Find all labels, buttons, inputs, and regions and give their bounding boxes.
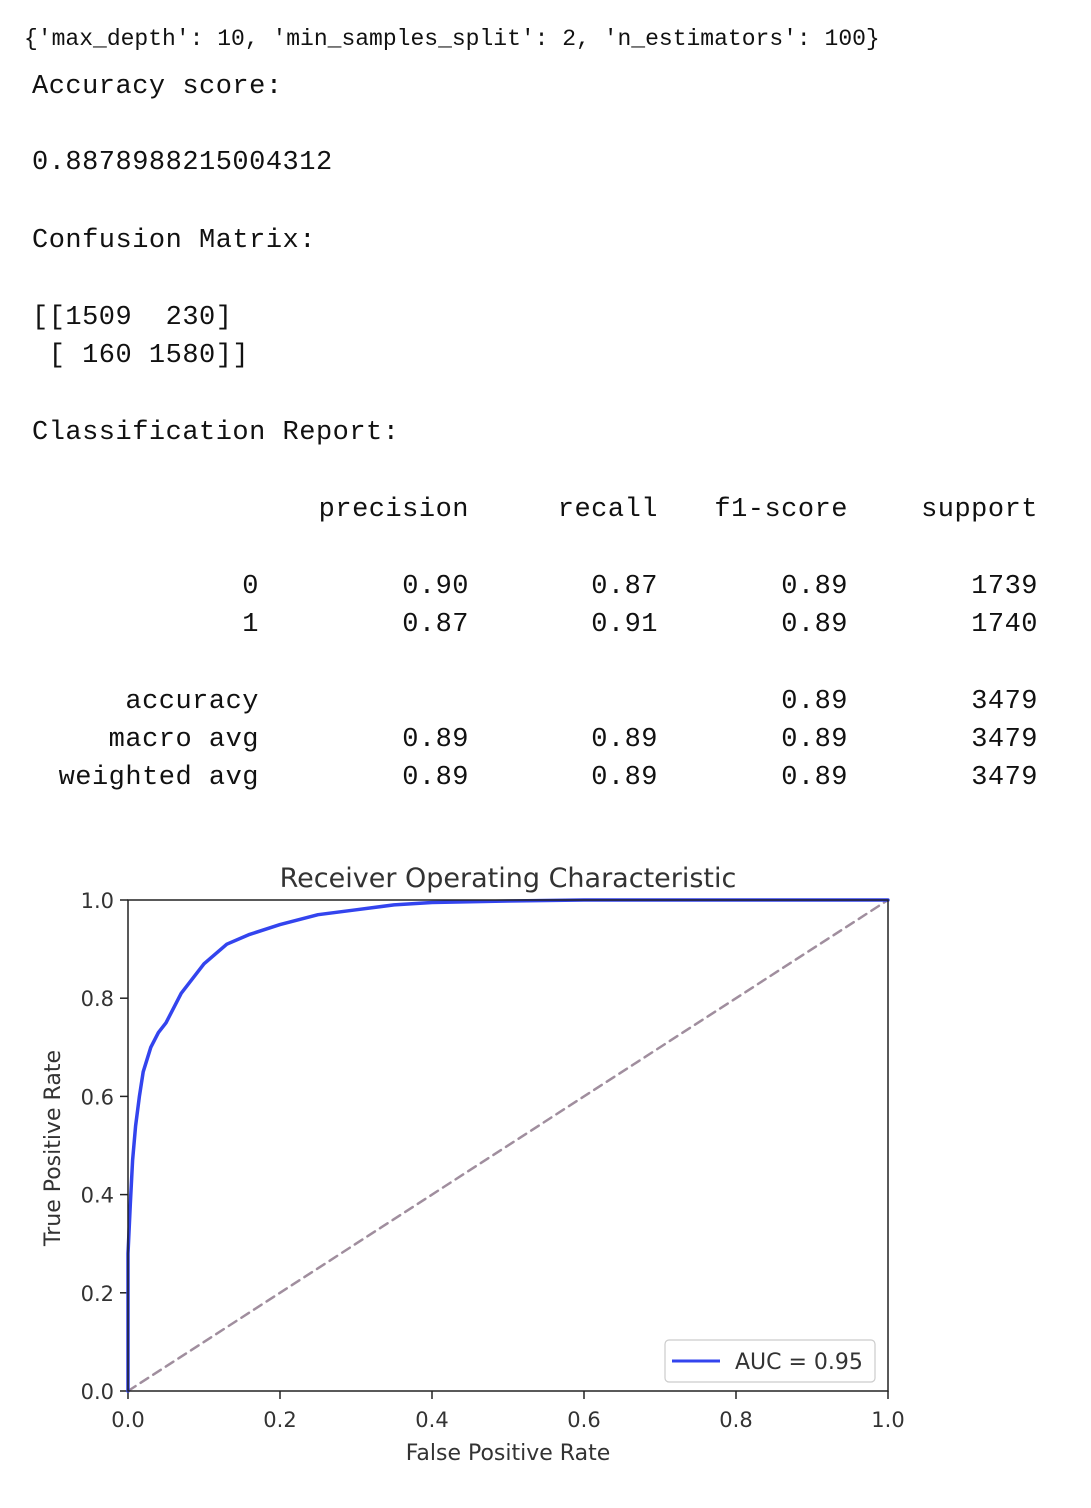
accuracy-value: 0.8878988215004312: [32, 148, 333, 178]
report-cell-f1: 0.89: [781, 687, 848, 717]
plot-frame: [127, 899, 889, 1392]
report-row-label: weighted avg: [58, 763, 259, 793]
best-params-line: {'max_depth': 10, 'min_samples_split': 2…: [24, 26, 880, 52]
x-tick-label: 0.4: [415, 1408, 448, 1432]
x-tick-label: 1.0: [871, 1408, 904, 1432]
accuracy-label: Accuracy score:: [32, 72, 283, 102]
report-cell-recall: 0.91: [591, 610, 658, 640]
confusion-label: Confusion Matrix:: [32, 226, 316, 256]
y-tick-label: 0.6: [81, 1085, 114, 1109]
y-axis-label: True Positive Rate: [41, 1050, 66, 1247]
report-cell-support: 3479: [971, 763, 1038, 793]
report-row-label: accuracy: [125, 687, 259, 717]
report-cell-recall: 0.89: [591, 763, 658, 793]
report-header-f1: f1-score: [714, 495, 848, 525]
report-header-recall: recall: [557, 495, 658, 525]
x-tick-label: 0.8: [719, 1408, 752, 1432]
report-cell-precision: 0.90: [402, 572, 469, 602]
x-tick-label: 0.0: [111, 1408, 144, 1432]
chart-title: Receiver Operating Characteristic: [280, 863, 737, 894]
y-tick-label: 0.4: [81, 1184, 114, 1208]
report-cell-f1: 0.89: [781, 725, 848, 755]
confusion-row-1: [[1509 230]: [32, 303, 233, 333]
report-cell-support: 1740: [971, 610, 1038, 640]
report-cell-f1: 0.89: [781, 610, 848, 640]
report-cell-recall: 0.87: [591, 572, 658, 602]
chart-series: [126, 898, 890, 1393]
legend-box: [664, 1339, 876, 1383]
report-cell-precision: 0.89: [402, 725, 469, 755]
report-label: Classification Report:: [32, 418, 400, 448]
confusion-row-2: [ 160 1580]]: [32, 341, 250, 371]
y-tick-label: 0.8: [81, 987, 114, 1011]
report-cell-recall: 0.89: [591, 725, 658, 755]
classification-report: precision recall f1-score support 0 0.90…: [0, 490, 1091, 810]
report-cell-support: 3479: [971, 725, 1038, 755]
y-tick-label: 0.2: [81, 1282, 114, 1306]
report-header-support: support: [921, 495, 1038, 525]
notebook-output: {'max_depth': 10, 'min_samples_split': 2…: [0, 26, 1091, 810]
report-header-precision: precision: [318, 495, 469, 525]
chart-legend: AUC = 0.95: [664, 1339, 876, 1383]
x-tick-label: 0.6: [567, 1408, 600, 1432]
x-tick-label: 0.2: [263, 1408, 296, 1432]
y-tick-label: 0.0: [81, 1380, 114, 1404]
report-cell-f1: 0.89: [781, 763, 848, 793]
report-cell-support: 1739: [971, 572, 1038, 602]
report-cell-precision: 0.87: [402, 610, 469, 640]
report-cell-f1: 0.89: [781, 572, 848, 602]
y-tick-label: 1.0: [81, 889, 114, 913]
chance-diagonal-line: [126, 898, 890, 1393]
axis-ticks: 0.0 0.2 0.4 0.6 0.8 1.0 0.0 0.2 0.4 0.6 0.8 1.0: [81, 889, 905, 1432]
roc-chart: Receiver Operating Characteristic False …: [30, 850, 920, 1480]
roc-chart-svg: Receiver Operating Characteristic False …: [41, 863, 905, 1466]
report-row-label: macro avg: [108, 725, 259, 755]
report-row-label: 0: [242, 572, 259, 602]
legend-label: AUC = 0.95: [735, 1350, 863, 1375]
report-cell-precision: 0.89: [402, 763, 469, 793]
x-axis-label: False Positive Rate: [406, 1441, 610, 1466]
report-cell-support: 3479: [971, 687, 1038, 717]
report-row-label: 1: [242, 610, 259, 640]
